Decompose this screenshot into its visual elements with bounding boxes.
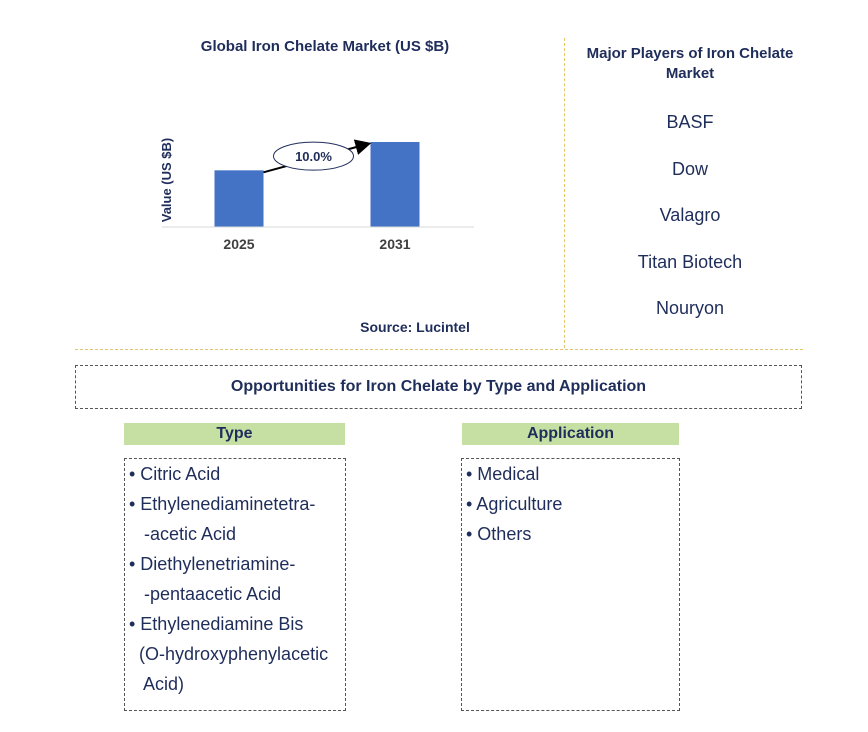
source-note: Source: Lucintel [360, 319, 470, 335]
player-item: BASF [666, 112, 714, 132]
list-item: • Ethylenediamine Bis [129, 614, 304, 634]
bar-2031 [370, 142, 420, 227]
type-list: • Citric Acid • Ethylenediaminetetra- -a… [129, 459, 341, 699]
application-list-box: • Medical • Agriculture • Others [461, 458, 680, 711]
list-item: • Agriculture [466, 494, 563, 514]
x-tick-label: 2025 [223, 236, 254, 252]
opportunities-title: Opportunities for Iron Chelate by Type a… [75, 365, 802, 409]
list-item: • Ethylenediaminetetra- [129, 494, 316, 514]
list-item: -pentaacetic Acid [129, 584, 282, 604]
player-item: Dow [671, 158, 708, 179]
type-list-box: • Citric Acid • Ethylenediaminetetra- -a… [124, 458, 346, 711]
growth-annotation: 10.0% [295, 149, 332, 164]
players-title: Major Players of Iron Chelate Market [586, 45, 794, 82]
list-item: • Others [466, 524, 532, 544]
chart-title: Global Iron Chelate Market (US $B) [200, 38, 450, 55]
list-item: -acetic Acid [129, 524, 237, 544]
x-tick-label: 2031 [379, 236, 410, 252]
vertical-divider [564, 38, 565, 348]
list-item: • Citric Acid [129, 464, 221, 484]
bar-2025 [214, 170, 264, 227]
application-list: • Medical • Agriculture • Others [466, 459, 675, 549]
bar-chart: Value (US $B) 2025 2031 10.0% [159, 138, 474, 252]
y-axis-label: Value (US $B) [159, 138, 174, 223]
horizontal-divider [75, 349, 803, 350]
players-list: BASF Dow Valagro Titan Biotech Nouryon [572, 112, 808, 345]
list-item: Acid) [129, 674, 185, 694]
type-heading: Type [124, 423, 345, 445]
player-item: Nouryon [655, 298, 725, 318]
list-item: • Diethylenetriamine- [129, 554, 296, 574]
list-item: • Medical [466, 464, 540, 484]
list-item: (O-hydroxyphenylacetic [129, 644, 329, 664]
application-heading: Application [462, 423, 679, 445]
player-item: Valagro [659, 205, 721, 225]
player-item: Titan Biotech [637, 251, 743, 272]
growth-annotation-bubble [273, 141, 354, 171]
